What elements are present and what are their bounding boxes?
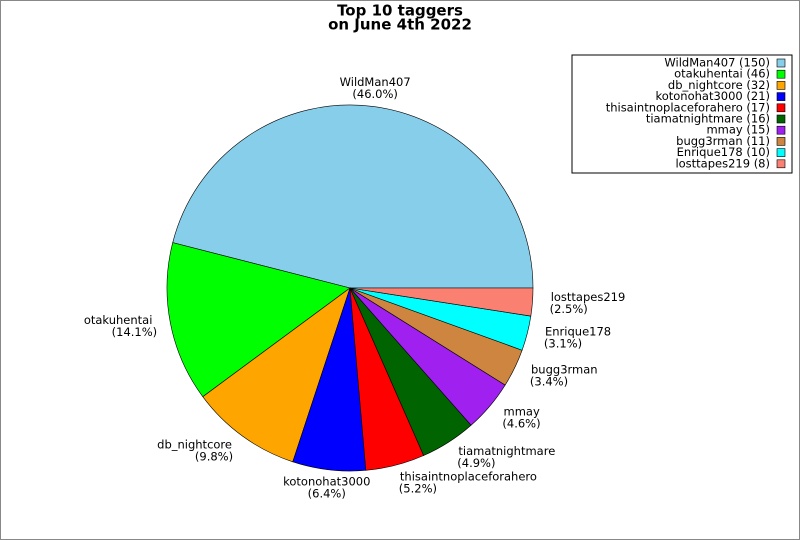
legend-swatch (776, 159, 786, 169)
legend-swatch (776, 137, 786, 146)
legend-label: mmay (15) (706, 123, 770, 137)
slice-label: kotonohat3000 (283, 474, 370, 488)
legend-label: tiamatnightmare (16) (646, 112, 770, 126)
slice-value-label: (5.2%) (399, 482, 437, 496)
slice-label: WildMan407 (340, 75, 411, 89)
legend-swatch (776, 69, 786, 79)
legend-label: thisaintnoplaceforahero (17) (606, 100, 770, 114)
legend-label: db_nightcore (32) (668, 78, 770, 92)
slice-value-label: (9.8%) (195, 450, 233, 464)
legend-label: losttapes219 (8) (675, 156, 770, 170)
slice-value-label: (4.9%) (457, 456, 495, 470)
slice-label: losttapes219 (551, 290, 626, 304)
legend-swatch (776, 125, 786, 135)
slice-value-label: (2.5%) (550, 302, 588, 316)
legend-label: Enrique178 (10) (677, 145, 770, 159)
slice-label: tiamatnightmare (458, 444, 555, 458)
slice-label: Enrique178 (545, 324, 611, 338)
slice-value-label: (3.1%) (544, 336, 582, 350)
chart-title: Top 10 taggers (337, 2, 463, 20)
pie-slice (349, 287, 534, 317)
slice-value-label: (46.0%) (352, 87, 398, 101)
legend-box (571, 54, 793, 174)
legend-swatch (776, 81, 786, 90)
legend-swatch (776, 58, 786, 68)
slice-label: thisaintnoplaceforahero (400, 470, 537, 484)
chart-title: on June 4th 2022 (328, 16, 472, 34)
slice-label: otakuhentai (84, 313, 153, 327)
legend-label: bugg3rman (11) (676, 134, 770, 148)
slice-value-label: (6.4%) (308, 486, 346, 500)
legend-swatch (776, 103, 786, 113)
legend-label: WildMan407 (150) (664, 56, 770, 70)
legend-label: kotonohat3000 (21) (655, 89, 770, 103)
pie-slice (166, 242, 351, 398)
pie-slice (172, 104, 534, 289)
slice-label: db_nightcore (157, 438, 232, 452)
slice-label: bugg3rman (531, 363, 598, 377)
legend-swatch (776, 92, 786, 101)
legend: WildMan407 (150)otakuhentai (46)db_night… (571, 54, 793, 174)
slice-value-label: (14.1%) (112, 325, 158, 339)
slice-value-label: (4.6%) (502, 417, 540, 431)
legend-swatch (776, 148, 786, 157)
legend-swatch (776, 114, 786, 124)
legend-label: otakuhentai (46) (674, 67, 770, 81)
slice-value-label: (3.4%) (530, 375, 568, 389)
slice-label: mmay (504, 405, 540, 419)
pie-slice (202, 287, 351, 463)
